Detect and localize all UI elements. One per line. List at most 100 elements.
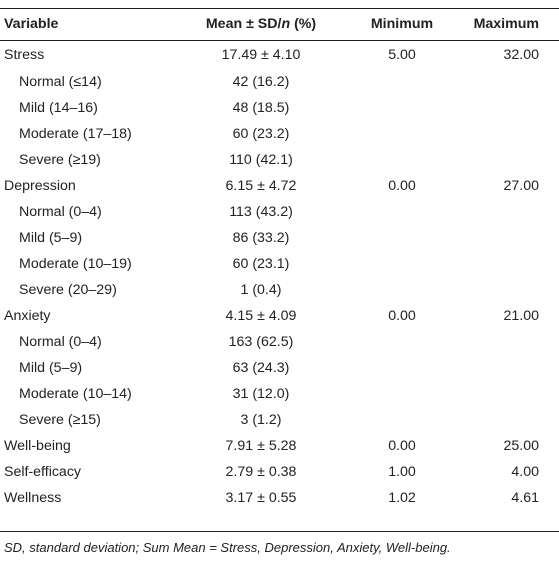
header-minimum: Minimum (370, 16, 434, 32)
cell-variable: Well-being (4, 438, 71, 454)
cell-mean: 113 (43.2) (229, 204, 293, 220)
cell-minimum: 0.00 (388, 438, 416, 454)
table-row: Depression 6.15 ± 4.72 0.00 27.00 (0, 173, 559, 199)
cell-minimum (352, 381, 452, 407)
table-body: Stress 17.49 ± 4.10 5.00 32.00 Normal (≤14) 4… (0, 40, 559, 511)
cell-minimum (352, 225, 452, 251)
cell-mean: 7.91 ± 5.28 (225, 438, 297, 454)
header-mean-suffix: (%) (290, 16, 317, 32)
cell-variable: Moderate (10–14) (19, 386, 132, 402)
cell-variable: Mild (5–9) (19, 360, 83, 376)
cell-minimum (352, 355, 452, 381)
cell-mean: 2.79 ± 0.38 (225, 464, 297, 480)
cell-minimum (352, 407, 452, 433)
table-row: Normal (≤14) 42 (16.2) (0, 69, 559, 95)
cell-minimum (352, 95, 452, 121)
cell-maximum: 21.00 (503, 308, 539, 324)
cell-maximum: 4.00 (511, 464, 539, 480)
cell-variable: Anxiety (4, 308, 51, 324)
cell-maximum (452, 277, 559, 303)
cell-maximum (452, 329, 559, 355)
table-row: Severe (≥19) 110 (42.1) (0, 147, 559, 173)
cell-variable: Mild (14–16) (19, 100, 98, 116)
cell-maximum (452, 69, 559, 95)
table-row: Mild (5–9) 86 (33.2) (0, 225, 559, 251)
cell-mean: 6.15 ± 4.72 (225, 178, 297, 194)
cell-maximum (452, 147, 559, 173)
table-row: Moderate (10–19) 60 (23.1) (0, 251, 559, 277)
cell-maximum (452, 121, 559, 147)
cell-mean: 48 (18.5) (232, 100, 290, 116)
cell-minimum (352, 147, 452, 173)
table-row: Severe (≥15) 3 (1.2) (0, 407, 559, 433)
cell-maximum (452, 251, 559, 277)
cell-mean: 3 (1.2) (240, 412, 282, 428)
cell-variable: Severe (≥15) (19, 412, 101, 428)
cell-mean: 1 (0.4) (240, 282, 282, 298)
table-footnote: SD, standard deviation; Sum Mean = Stres… (4, 540, 451, 555)
cell-maximum (452, 199, 559, 225)
table-header-row: Variable Mean ± SD/n (%) Minimum Maximum (0, 8, 559, 40)
cell-minimum: 1.00 (388, 464, 416, 480)
cell-variable: Stress (4, 46, 45, 63)
cell-minimum (352, 329, 452, 355)
table-row: Well-being 7.91 ± 5.28 0.00 25.00 (0, 433, 559, 459)
cell-mean: 3.17 ± 0.55 (225, 490, 297, 506)
cell-minimum: 1.02 (388, 490, 416, 506)
cell-minimum: 0.00 (388, 308, 416, 324)
cell-mean: 60 (23.2) (232, 126, 290, 142)
table-row: Moderate (10–14) 31 (12.0) (0, 381, 559, 407)
cell-minimum (352, 199, 452, 225)
table-row: Stress 17.49 ± 4.10 5.00 32.00 (0, 40, 559, 69)
table-row: Anxiety 4.15 ± 4.09 0.00 21.00 (0, 303, 559, 329)
cell-variable: Wellness (4, 490, 62, 506)
table-header-rule (0, 40, 559, 41)
cell-mean: 31 (12.0) (232, 386, 290, 402)
cell-maximum: 32.00 (503, 46, 539, 63)
cell-maximum (452, 95, 559, 121)
cell-minimum (352, 69, 452, 95)
cell-mean: 86 (33.2) (232, 230, 290, 246)
cell-mean: 63 (24.3) (232, 360, 290, 376)
table-row: Mild (14–16) 48 (18.5) (0, 95, 559, 121)
cell-minimum: 5.00 (388, 46, 416, 63)
cell-variable: Mild (5–9) (19, 230, 83, 246)
header-mean-prefix: Mean ± SD/ (205, 16, 282, 32)
cell-minimum (352, 277, 452, 303)
table-row: Normal (0–4) 163 (62.5) (0, 329, 559, 355)
cell-maximum: 4.61 (511, 490, 539, 506)
cell-variable: Severe (20–29) (19, 282, 117, 298)
header-mean-n: n (281, 16, 291, 32)
table-top-rule (0, 8, 559, 9)
table-row: Severe (20–29) 1 (0.4) (0, 277, 559, 303)
cell-variable: Self-efficacy (4, 464, 82, 480)
table-row: Wellness 3.17 ± 0.55 1.02 4.61 (0, 485, 559, 511)
table-row: Moderate (17–18) 60 (23.2) (0, 121, 559, 147)
cell-minimum: 0.00 (388, 178, 416, 194)
cell-maximum (452, 355, 559, 381)
cell-variable: Normal (0–4) (19, 334, 102, 350)
header-maximum: Maximum (473, 16, 539, 32)
cell-mean: 163 (62.5) (228, 334, 294, 350)
cell-mean: 60 (23.1) (232, 256, 290, 272)
table-row: Self-efficacy 2.79 ± 0.38 1.00 4.00 (0, 459, 559, 485)
cell-variable: Moderate (10–19) (19, 256, 132, 272)
cell-variable: Normal (≤14) (19, 74, 102, 90)
header-mean: Mean ± SD/n (%) (170, 8, 352, 40)
cell-maximum: 25.00 (503, 438, 539, 454)
table-bottom-rule (0, 531, 559, 532)
cell-mean: 4.15 ± 4.09 (225, 308, 297, 324)
cell-maximum (452, 381, 559, 407)
cell-variable: Depression (4, 178, 76, 194)
cell-maximum (452, 407, 559, 433)
cell-variable: Moderate (17–18) (19, 126, 132, 142)
cell-variable: Severe (≥19) (19, 152, 101, 168)
table-row: Mild (5–9) 63 (24.3) (0, 355, 559, 381)
cell-minimum (352, 121, 452, 147)
cell-variable: Normal (0–4) (19, 204, 102, 220)
cell-maximum (452, 225, 559, 251)
cell-minimum (352, 251, 452, 277)
cell-maximum: 27.00 (503, 178, 539, 194)
header-variable: Variable (4, 16, 59, 32)
